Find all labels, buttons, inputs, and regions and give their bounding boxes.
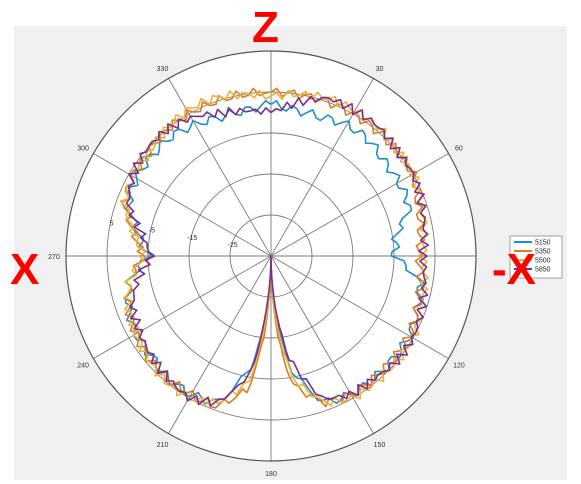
theta-tick-label: 270 (48, 254, 60, 261)
legend-label: 5150 (535, 240, 551, 247)
chart-panel: -25 -15 -5 5 30 60 120 150 180 210 240 270 300 330 515… (14, 26, 567, 480)
legend-label: 5850 (535, 267, 551, 274)
series-line-5850 (125, 95, 430, 407)
axis-label-z: Z (252, 3, 279, 52)
theta-gridline (270, 255, 374, 434)
theta-tick-label: 240 (77, 363, 89, 370)
r-gridline (229, 214, 313, 298)
theta-tick-label: 30 (376, 66, 384, 73)
axis-label-neg-x: -X (492, 245, 536, 294)
theta-tick-label: 120 (453, 363, 465, 370)
r-gridline (188, 173, 354, 339)
theta-tick-label: 330 (157, 66, 169, 73)
theta-tick-label: 210 (157, 442, 169, 449)
r-tick-label: -5 (149, 228, 155, 235)
theta-gridline (168, 255, 272, 434)
axis-label-x: X (10, 245, 40, 294)
theta-tick-label: 60 (455, 146, 463, 153)
r-tick-label: -15 (187, 235, 197, 242)
polar-plot: -25 -15 -5 5 30 60 120 150 180 210 240 270 300 330 515… (48, 50, 563, 478)
r-tick-label: -25 (228, 242, 238, 249)
theta-tick-label: 150 (374, 442, 386, 449)
legend-label: 5350 (535, 249, 551, 256)
r-tick-label: 5 (110, 221, 114, 228)
theta-gridline (93, 255, 272, 359)
theta-tick-label: 180 (265, 471, 277, 478)
r-gridline (147, 132, 395, 380)
theta-gridline (270, 255, 449, 359)
theta-gridline (270, 153, 449, 257)
theta-gridline (270, 78, 374, 257)
polar-outer-ring (65, 50, 477, 462)
theta-gridline (93, 153, 272, 257)
theta-tick-label: 300 (77, 146, 89, 153)
legend-label: 5500 (535, 258, 551, 265)
